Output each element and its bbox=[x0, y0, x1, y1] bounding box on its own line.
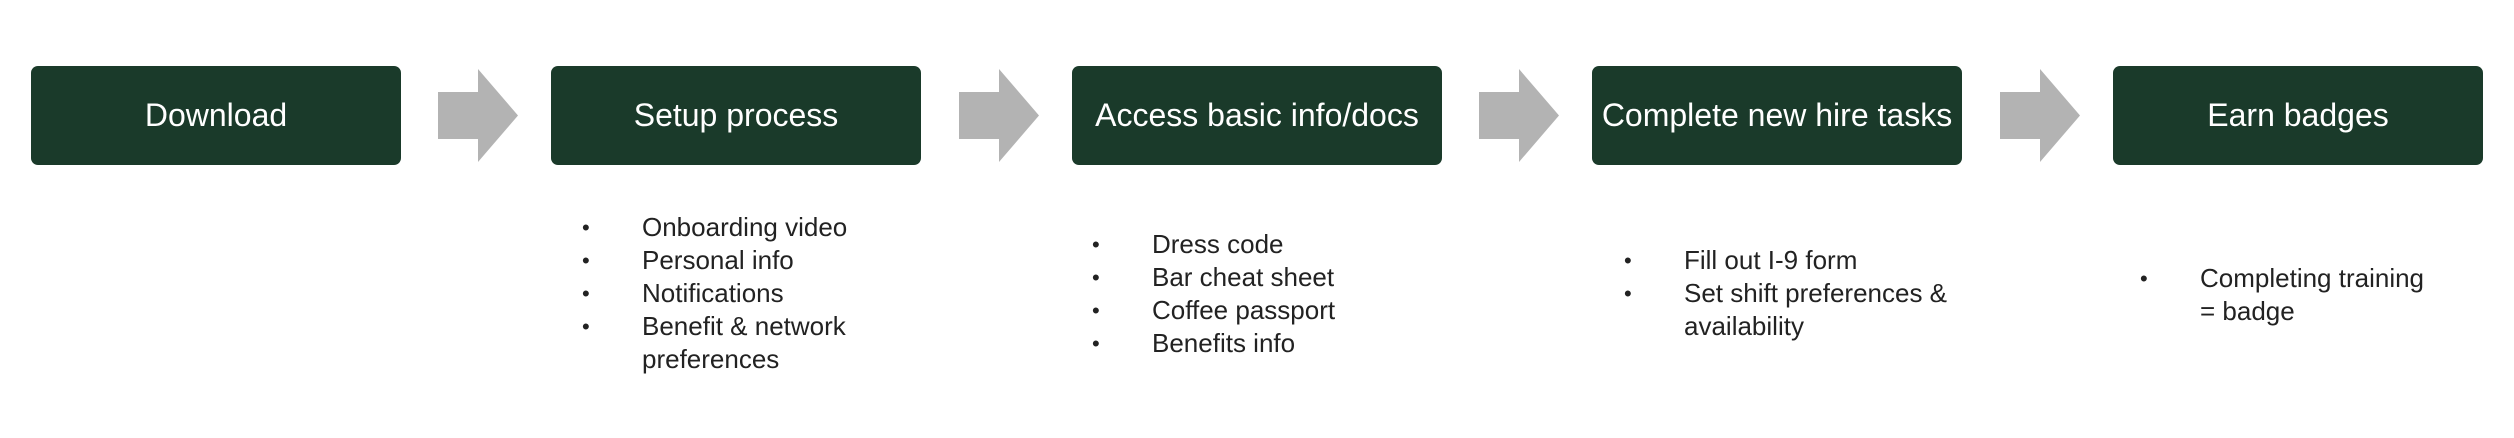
bullet-item: Fill out I-9 form bbox=[1624, 244, 1954, 277]
new-hire-tasks-bullets: Fill out I-9 form Set shift preferences … bbox=[1624, 244, 1954, 343]
arrow-icon bbox=[1479, 69, 1559, 162]
step-label: Access basic info/docs bbox=[1095, 97, 1419, 133]
earn-badges-bullets: Completing training = badge bbox=[2140, 262, 2440, 328]
step-label: Download bbox=[144, 97, 288, 133]
bullet-item: Benefit & network preferences bbox=[582, 310, 922, 376]
step-download: Download bbox=[31, 66, 401, 165]
step-label: Setup process bbox=[633, 97, 839, 133]
bullet-item: Bar cheat sheet bbox=[1092, 261, 1432, 294]
bullet-item: Onboarding video bbox=[582, 211, 922, 244]
bullet-item: Dress code bbox=[1092, 228, 1432, 261]
bullet-item: Coffee passport bbox=[1092, 294, 1432, 327]
bullet-item: Notifications bbox=[582, 277, 922, 310]
arrow-icon bbox=[959, 69, 1039, 162]
bullet-item: Benefits info bbox=[1092, 327, 1432, 360]
step-new-hire-tasks: Complete new hire tasks bbox=[1592, 66, 1962, 165]
arrow-shape bbox=[438, 69, 518, 162]
step-earn-badges: Earn badges bbox=[2113, 66, 2483, 165]
arrow-shape bbox=[1479, 69, 1559, 162]
bullet-item: Set shift preferences & availability bbox=[1624, 277, 1954, 343]
arrow-icon bbox=[2000, 69, 2080, 162]
step-label: Complete new hire tasks bbox=[1601, 97, 1953, 133]
step-access-info: Access basic info/docs bbox=[1072, 66, 1442, 165]
step-setup-process: Setup process bbox=[551, 66, 921, 165]
arrow-icon bbox=[438, 69, 518, 162]
bullet-item: Personal info bbox=[582, 244, 922, 277]
step-label: Earn badges bbox=[2207, 97, 2389, 133]
arrow-shape bbox=[959, 69, 1039, 162]
access-info-bullets: Dress code Bar cheat sheet Coffee passpo… bbox=[1092, 228, 1432, 360]
setup-process-bullets: Onboarding video Personal info Notificat… bbox=[582, 211, 922, 376]
arrow-shape bbox=[2000, 69, 2080, 162]
bullet-item: Completing training = badge bbox=[2140, 262, 2440, 328]
